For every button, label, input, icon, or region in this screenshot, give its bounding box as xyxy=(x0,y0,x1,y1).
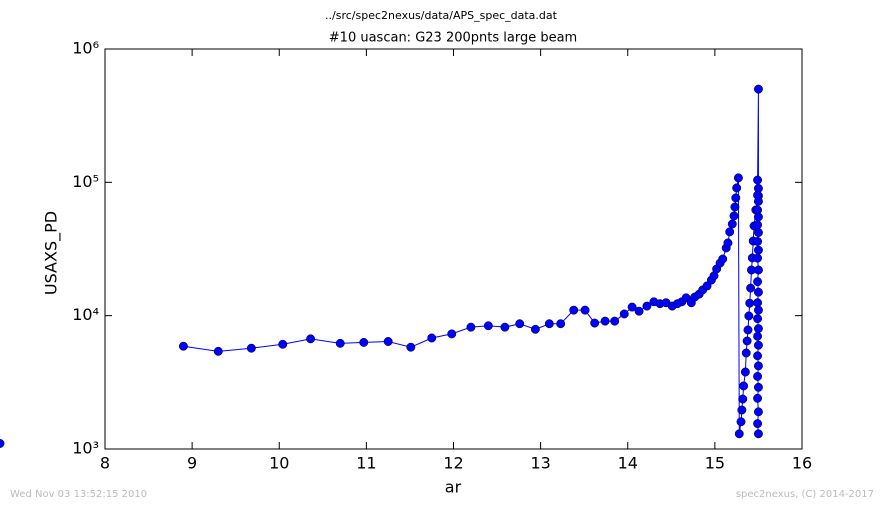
point xyxy=(590,318,600,328)
point xyxy=(466,322,476,332)
point xyxy=(723,238,733,248)
x-tick-label: 10 xyxy=(269,454,289,473)
point xyxy=(740,367,750,377)
y-tick-label: 10⁴ xyxy=(72,305,99,324)
point xyxy=(731,193,741,203)
point xyxy=(746,283,756,293)
point xyxy=(447,329,457,339)
point xyxy=(427,333,437,343)
point xyxy=(738,394,748,404)
point xyxy=(753,228,763,238)
x-tick-label: 12 xyxy=(443,454,463,473)
point xyxy=(246,343,256,353)
point xyxy=(178,341,188,351)
point xyxy=(734,429,744,439)
point xyxy=(753,361,763,371)
x-tick-label: 13 xyxy=(530,454,550,473)
suptitle: ../src/spec2nexus/data/APS_spec_data.dat xyxy=(325,9,558,22)
point xyxy=(753,237,763,246)
y-axis-label: USAXS_PD xyxy=(42,211,62,295)
point xyxy=(556,319,566,329)
point xyxy=(729,211,739,221)
point xyxy=(753,419,763,429)
point xyxy=(753,84,763,94)
x-tick-label: 16 xyxy=(792,454,812,473)
point xyxy=(753,382,763,392)
point xyxy=(359,337,369,347)
x-tick-label: 14 xyxy=(618,454,638,473)
point xyxy=(718,254,728,264)
point xyxy=(753,287,763,297)
point xyxy=(730,202,740,212)
point xyxy=(500,322,510,332)
point xyxy=(406,342,416,352)
point xyxy=(753,407,763,417)
footer-right: spec2nexus, (C) 2014-2017 xyxy=(736,489,874,500)
point xyxy=(619,309,629,319)
point xyxy=(569,305,579,315)
point xyxy=(753,220,763,230)
x-tick-label: 9 xyxy=(187,454,197,473)
x-axis-label: ar xyxy=(445,478,462,497)
point xyxy=(600,316,610,326)
point xyxy=(753,265,763,275)
point xyxy=(580,305,590,315)
point xyxy=(544,319,554,329)
y-tick-label: 10³ xyxy=(72,439,99,458)
point xyxy=(753,196,763,206)
point xyxy=(744,311,754,321)
x-tick-label: 11 xyxy=(356,454,376,473)
point xyxy=(753,351,763,361)
point xyxy=(753,245,763,255)
y-tick-label: 10⁵ xyxy=(72,172,99,191)
point xyxy=(213,346,223,356)
point xyxy=(745,298,755,308)
point xyxy=(530,324,540,334)
point xyxy=(753,324,763,334)
x-tick-label: 8 xyxy=(100,454,110,473)
point xyxy=(335,338,345,348)
point xyxy=(278,339,288,349)
point xyxy=(753,305,763,315)
point xyxy=(739,381,749,391)
point xyxy=(753,277,763,287)
point xyxy=(753,175,763,185)
point xyxy=(515,319,525,329)
point xyxy=(634,306,644,316)
chart-title: #10 uascan: G23 200pnts large beam xyxy=(329,31,577,46)
point xyxy=(725,227,735,237)
point xyxy=(610,316,620,326)
point xyxy=(0,439,5,448)
point xyxy=(733,173,743,183)
line xyxy=(183,89,759,434)
point xyxy=(306,334,316,344)
point xyxy=(727,219,737,229)
point xyxy=(732,183,742,193)
point xyxy=(753,314,763,324)
point xyxy=(753,331,763,341)
point xyxy=(627,302,637,312)
point xyxy=(753,340,763,350)
footer-left: Wed Nov 03 13:52:15 2010 xyxy=(10,489,147,500)
point xyxy=(383,337,393,346)
point xyxy=(642,301,652,311)
point xyxy=(753,429,763,439)
point xyxy=(753,372,763,381)
point xyxy=(753,212,763,222)
point xyxy=(742,336,752,346)
point xyxy=(737,405,747,415)
point xyxy=(736,417,746,427)
point xyxy=(753,253,763,263)
y-tick-label: 10⁶ xyxy=(72,39,99,58)
point xyxy=(743,325,753,335)
point xyxy=(753,298,763,308)
x-tick-label: 15 xyxy=(705,454,725,473)
point xyxy=(741,348,751,358)
point xyxy=(483,321,493,331)
point xyxy=(753,393,763,403)
